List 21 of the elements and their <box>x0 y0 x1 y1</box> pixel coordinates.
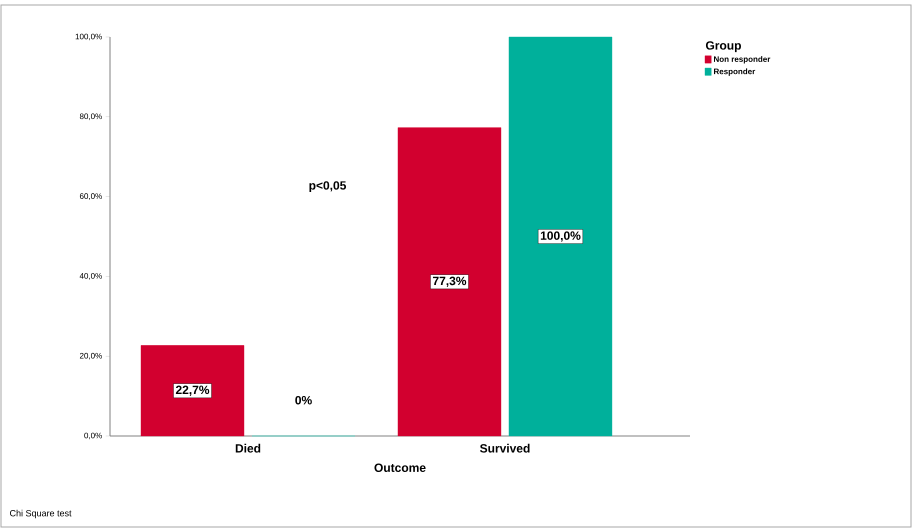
bar <box>508 36 612 436</box>
legend-label: Responder <box>714 68 756 76</box>
bar <box>398 127 502 436</box>
bar <box>140 345 244 436</box>
y-tick-label: 40,0% <box>80 273 102 280</box>
legend-label: Non responder <box>714 56 770 64</box>
x-tick-label: Survived <box>480 444 530 453</box>
legend-title: Group <box>706 41 741 52</box>
data-label: 22,7% <box>176 386 210 396</box>
y-tick-label: 80,0% <box>80 113 102 120</box>
x-axis-title: Outcome <box>374 463 426 472</box>
x-tick-label: Died <box>236 444 260 453</box>
data-label: 0% <box>295 396 312 404</box>
data-label: 100,0% <box>540 231 581 242</box>
y-tick-label: 60,0% <box>80 193 102 200</box>
y-tick-label: 100,0% <box>76 34 102 40</box>
data-label: 77,3% <box>432 276 466 287</box>
y-tick-label: 0,0% <box>84 432 102 440</box>
text: Chi Square test <box>10 510 72 518</box>
y-tick-label: 20,0% <box>80 352 102 360</box>
annotation: p<0,05 <box>309 181 346 192</box>
